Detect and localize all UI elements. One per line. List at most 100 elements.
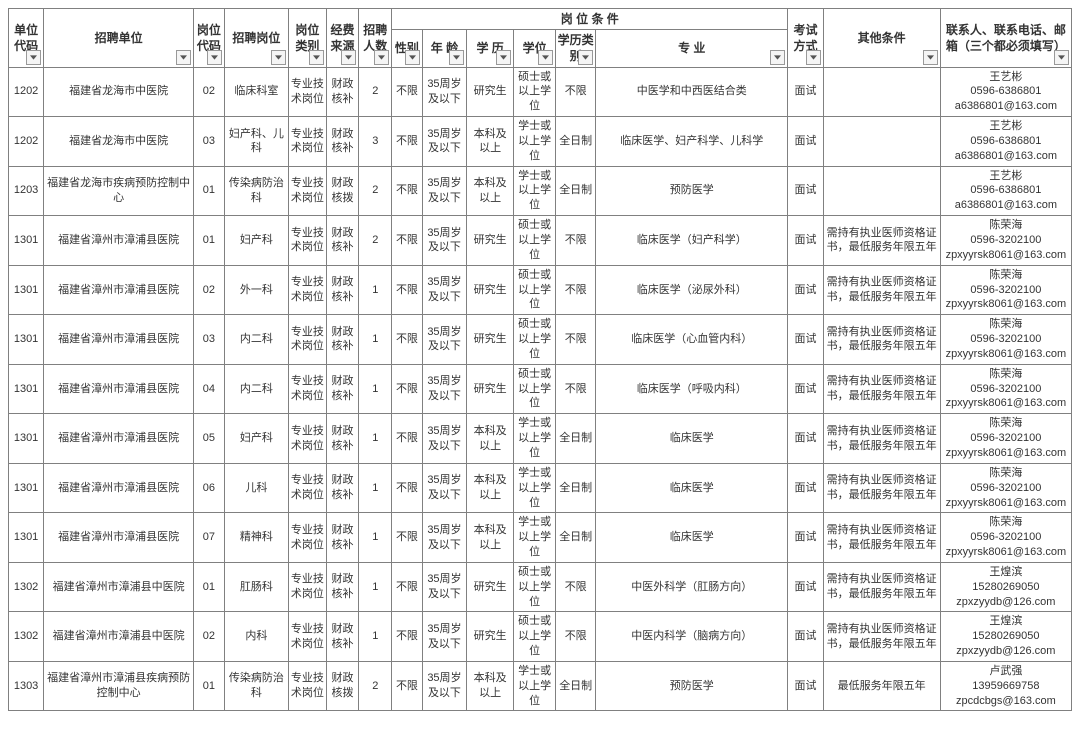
table-cell: 专业技术岗位 [289, 166, 327, 216]
filter-icon[interactable] [207, 50, 222, 65]
filter-icon[interactable] [923, 50, 938, 65]
table-cell: 35周岁及以下 [422, 414, 467, 464]
table-cell: 专业技术岗位 [289, 117, 327, 167]
table-cell: 研究生 [467, 216, 514, 266]
table-cell: 1301 [9, 216, 44, 266]
table-cell: 不限 [392, 117, 422, 167]
table-cell: 王煌滨 15280269050 zpxzyydb@126.com [940, 562, 1071, 612]
table-cell: 不限 [556, 364, 596, 414]
table-cell: 06 [194, 463, 224, 513]
table-cell: 2 [359, 216, 392, 266]
table-cell: 内二科 [224, 364, 288, 414]
table-cell: 02 [194, 612, 224, 662]
filter-icon[interactable] [770, 50, 785, 65]
table-cell: 01 [194, 166, 224, 216]
table-cell: 陈荣海 0596-3202100 zpxyyrsk8061@163.com [940, 315, 1071, 365]
filter-icon[interactable] [271, 50, 286, 65]
table-cell: 财政核补 [326, 67, 359, 117]
table-cell: 财政核补 [326, 216, 359, 266]
col-headcount[interactable]: 招聘人数 [359, 9, 392, 68]
table-cell: 35周岁及以下 [422, 117, 467, 167]
filter-icon[interactable] [26, 50, 41, 65]
table-cell: 35周岁及以下 [422, 562, 467, 612]
table-cell: 不限 [392, 661, 422, 711]
table-cell: 1301 [9, 315, 44, 365]
table-cell: 临床医学（心血管内科） [596, 315, 788, 365]
table-cell: 35周岁及以下 [422, 265, 467, 315]
filter-icon[interactable] [405, 50, 420, 65]
col-degree[interactable]: 学位 [514, 30, 556, 67]
col-major[interactable]: 专 业 [596, 30, 788, 67]
col-contact[interactable]: 联系人、联系电话、邮箱（三个都必须填写） [940, 9, 1071, 68]
col-employer[interactable]: 招聘单位 [44, 9, 194, 68]
table-cell: 专业技术岗位 [289, 315, 327, 365]
col-gender[interactable]: 性别 [392, 30, 422, 67]
table-cell: 肛肠科 [224, 562, 288, 612]
filter-icon[interactable] [309, 50, 324, 65]
table-cell: 临床医学 [596, 513, 788, 563]
table-cell: 王艺彬 0596-6386801 a6386801@163.com [940, 117, 1071, 167]
filter-icon[interactable] [538, 50, 553, 65]
table-cell: 临床医学（泌尿外科） [596, 265, 788, 315]
table-cell: 不限 [392, 216, 422, 266]
table-cell: 不限 [392, 414, 422, 464]
table-cell: 研究生 [467, 265, 514, 315]
table-cell: 35周岁及以下 [422, 463, 467, 513]
table-cell: 福建省龙海市中医院 [44, 117, 194, 167]
table-cell: 2 [359, 67, 392, 117]
col-pos-type[interactable]: 岗位类别 [289, 9, 327, 68]
filter-icon[interactable] [496, 50, 511, 65]
table-cell: 1 [359, 562, 392, 612]
table-cell: 专业技术岗位 [289, 265, 327, 315]
table-cell: 卢武强 13959669758 zpcdcbgs@163.com [940, 661, 1071, 711]
table-cell: 1 [359, 414, 392, 464]
table-cell: 专业技术岗位 [289, 513, 327, 563]
table-row: 1302福建省漳州市漳浦县中医院01肛肠科专业技术岗位财政核补1不限35周岁及以… [9, 562, 1072, 612]
col-pos-code[interactable]: 岗位代码 [194, 9, 224, 68]
table-cell: 面试 [788, 265, 823, 315]
table-cell: 专业技术岗位 [289, 414, 327, 464]
table-cell: 1301 [9, 414, 44, 464]
filter-icon[interactable] [578, 50, 593, 65]
table-cell: 面试 [788, 117, 823, 167]
table-cell: 本科及以上 [467, 463, 514, 513]
table-cell: 陈荣海 0596-3202100 zpxyyrsk8061@163.com [940, 364, 1071, 414]
table-cell: 精神科 [224, 513, 288, 563]
col-age[interactable]: 年 龄 [422, 30, 467, 67]
table-cell: 1301 [9, 364, 44, 414]
table-cell: 需持有执业医师资格证书，最低服务年限五年 [823, 562, 940, 612]
filter-icon[interactable] [176, 50, 191, 65]
filter-icon[interactable] [806, 50, 821, 65]
table-cell: 专业技术岗位 [289, 364, 327, 414]
table-cell: 本科及以上 [467, 117, 514, 167]
filter-icon[interactable] [1054, 50, 1069, 65]
table-row: 1203福建省龙海市疾病预防控制中心01传染病防治科专业技术岗位财政核拨2不限3… [9, 166, 1072, 216]
table-cell: 中医内科学（脑病方向） [596, 612, 788, 662]
table-cell: 35周岁及以下 [422, 364, 467, 414]
table-cell: 临床科室 [224, 67, 288, 117]
table-cell: 35周岁及以下 [422, 315, 467, 365]
col-unit-code[interactable]: 单位代码 [9, 9, 44, 68]
col-exam[interactable]: 考试方式 [788, 9, 823, 68]
table-row: 1303福建省漳州市漳浦县疾病预防控制中心01传染病防治科专业技术岗位财政核拨2… [9, 661, 1072, 711]
table-row: 1301福建省漳州市漳浦县医院05妇产科专业技术岗位财政核补1不限35周岁及以下… [9, 414, 1072, 464]
table-cell: 福建省漳州市漳浦县疾病预防控制中心 [44, 661, 194, 711]
table-cell: 不限 [556, 216, 596, 266]
col-fund-src[interactable]: 经费来源 [326, 9, 359, 68]
col-other[interactable]: 其他条件 [823, 9, 940, 68]
filter-icon[interactable] [341, 50, 356, 65]
col-position[interactable]: 招聘岗位 [224, 9, 288, 68]
table-cell: 1203 [9, 166, 44, 216]
col-education[interactable]: 学 历 [467, 30, 514, 67]
table-cell: 全日制 [556, 166, 596, 216]
table-cell: 需持有执业医师资格证书，最低服务年限五年 [823, 612, 940, 662]
table-row: 1301福建省漳州市漳浦县医院04内二科专业技术岗位财政核补1不限35周岁及以下… [9, 364, 1072, 414]
table-cell: 03 [194, 117, 224, 167]
table-cell: 1 [359, 612, 392, 662]
filter-icon[interactable] [449, 50, 464, 65]
table-cell: 35周岁及以下 [422, 612, 467, 662]
table-cell: 陈荣海 0596-3202100 zpxyyrsk8061@163.com [940, 463, 1071, 513]
filter-icon[interactable] [374, 50, 389, 65]
col-edu-type[interactable]: 学历类别 [556, 30, 596, 67]
table-cell: 硕士或以上学位 [514, 67, 556, 117]
